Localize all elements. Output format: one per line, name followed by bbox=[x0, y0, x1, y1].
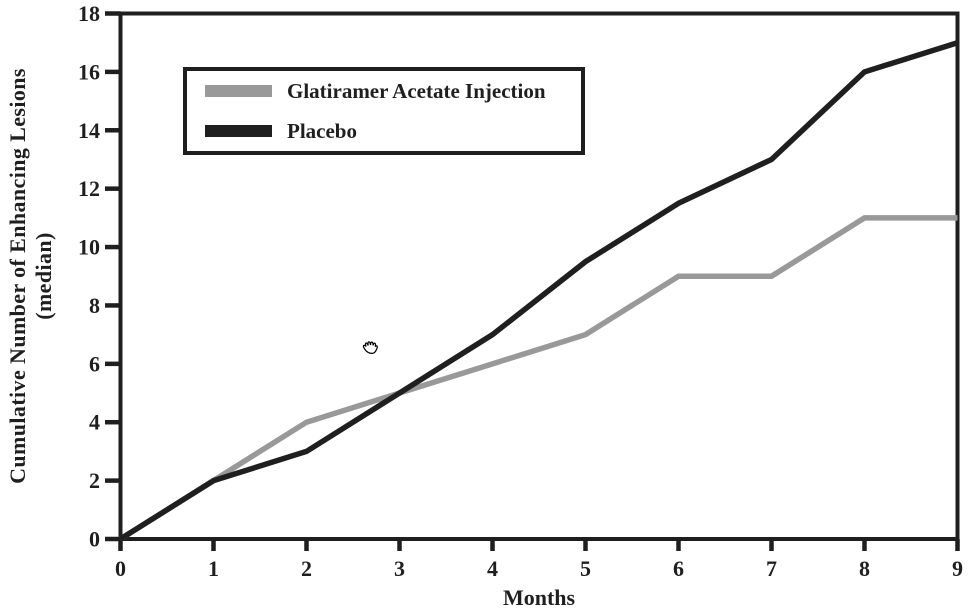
legend-item-glatiramer: Glatiramer Acetate Injection bbox=[205, 71, 581, 111]
x-tick-label: 5 bbox=[580, 556, 591, 581]
placebo-line bbox=[119, 40, 959, 542]
x-tick-label: 2 bbox=[301, 556, 312, 581]
x-tick-label: 0 bbox=[115, 556, 126, 581]
y-tick-label: 18 bbox=[78, 1, 100, 26]
y-tick-label: 2 bbox=[89, 468, 100, 493]
y-axis-title-line1: Cumulative Number of Enhancing Lesions bbox=[5, 68, 30, 484]
y-axis-title-line2: (median) bbox=[31, 232, 56, 320]
x-tick-label: 1 bbox=[208, 556, 219, 581]
y-tick-label: 12 bbox=[78, 176, 100, 201]
y-tick-label: 0 bbox=[89, 527, 100, 552]
y-axis-title: Cumulative Number of Enhancing Lesions (… bbox=[5, 0, 61, 556]
x-axis-title: Months bbox=[503, 585, 576, 610]
y-tick-label: 16 bbox=[78, 59, 100, 84]
y-tick-label: 8 bbox=[89, 293, 100, 318]
x-tick-label: 7 bbox=[766, 556, 777, 581]
plot-border bbox=[118, 11, 960, 541]
legend-item-placebo: Placebo bbox=[205, 111, 581, 151]
glatiramer-acetate-injection-line bbox=[119, 215, 958, 542]
legend-label-placebo: Placebo bbox=[287, 118, 357, 143]
placebo-line-swatch-icon bbox=[205, 125, 272, 137]
legend-label-glatiramer: Glatiramer Acetate Injection bbox=[287, 78, 546, 103]
x-tick-label: 6 bbox=[673, 556, 684, 581]
x-tick-label: 9 bbox=[952, 556, 963, 581]
y-tick-label: 4 bbox=[89, 410, 100, 435]
hand-grab-cursor-icon bbox=[362, 341, 378, 355]
y-tick-label: 10 bbox=[78, 235, 100, 260]
y-tick-label: 14 bbox=[78, 118, 100, 143]
glatiramer-line-swatch-icon bbox=[205, 85, 272, 97]
x-tick-label: 8 bbox=[859, 556, 870, 581]
legend: Glatiramer Acetate Injection Placebo bbox=[183, 67, 585, 155]
x-tick-label: 4 bbox=[487, 556, 498, 581]
x-tick-label: 3 bbox=[394, 556, 405, 581]
y-tick-label: 6 bbox=[89, 351, 100, 376]
